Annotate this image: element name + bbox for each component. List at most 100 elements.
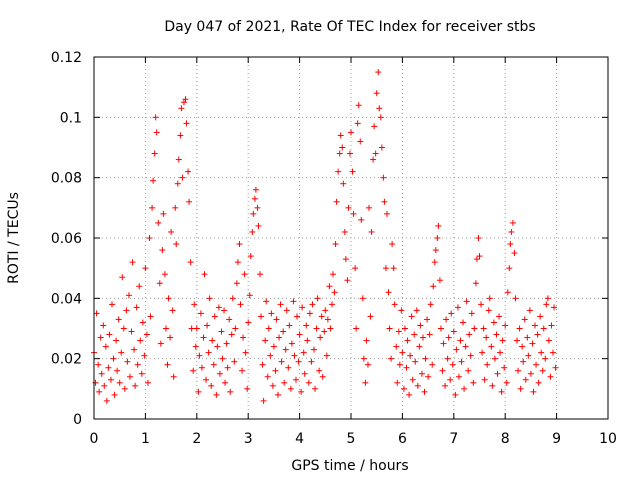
data-point [508,228,515,235]
data-point [105,364,112,371]
data-point [322,307,329,314]
data-point [293,376,300,383]
data-point [454,304,461,311]
data-point [324,316,331,323]
data-point [498,388,505,395]
data-point [371,123,378,130]
data-point [247,253,254,260]
data-point [205,349,212,356]
data-point [141,352,148,359]
data-point [447,376,454,383]
data-point [223,340,230,347]
data-point [509,219,516,226]
data-point [350,210,357,217]
data-point [386,325,393,332]
data-point [435,222,442,229]
data-point [242,349,249,356]
data-point [452,391,459,398]
data-point [373,90,380,97]
data-point [453,346,460,353]
data-point [278,358,285,365]
data-point [106,331,113,338]
data-point [479,349,486,356]
data-point [425,373,432,380]
data-point [476,253,483,260]
data-point [304,337,311,344]
data-point [485,307,492,314]
data-point [501,364,508,371]
data-point [144,379,151,386]
data-point [264,373,271,380]
x-tick-label: 8 [501,431,510,447]
data-point [400,385,407,392]
x-tick-labels: 0 1 2 3 4 5 6 7 8 9 10 [90,431,617,447]
data-point [262,337,269,344]
data-point [159,247,166,254]
data-point [231,358,238,365]
data-point [388,355,395,362]
data-point [298,388,305,395]
data-point [430,283,437,290]
data-point [534,331,541,338]
data-point [273,316,280,323]
data-point [358,216,365,223]
data-point [547,373,554,380]
data-point [193,325,200,332]
data-point [211,313,218,320]
data-point [222,379,229,386]
data-point [93,310,100,317]
y-tick-label: 0.02 [51,352,82,368]
data-point [537,313,544,320]
data-point [340,180,347,187]
data-point [272,367,279,374]
data-point [359,295,366,302]
data-point [186,198,193,205]
data-point [146,235,153,241]
data-point [132,382,139,389]
data-point [240,334,247,341]
data-point [113,337,120,344]
data-point [95,361,102,368]
data-point [514,337,521,344]
data-point [407,352,414,359]
data-point [488,343,495,350]
data-point [442,382,449,389]
data-point [98,370,105,377]
data-point [434,235,441,241]
data-point [276,334,283,341]
data-point [259,361,266,368]
data-point [161,271,168,278]
data-point [318,313,325,320]
data-point [354,120,361,127]
grid-lines [94,57,608,419]
data-point [147,313,154,320]
data-point [139,319,146,326]
data-point [462,343,469,350]
data-point [381,198,388,205]
data-point [455,373,462,380]
data-point [229,295,236,302]
data-point [251,195,258,202]
data-point [457,337,464,344]
data-point [319,373,326,380]
data-point [174,180,181,187]
data-point [216,370,223,377]
data-point [389,241,396,248]
data-point [471,325,478,332]
data-point [344,277,351,284]
data-point [468,310,475,317]
data-point [321,328,328,335]
data-point [244,385,251,392]
data-point [286,322,293,329]
data-point [365,204,372,211]
data-point [153,129,160,136]
y-tick-label: 0.08 [51,171,82,187]
data-point [382,265,389,272]
data-point [449,361,456,368]
data-point [349,168,356,175]
data-point [116,379,123,386]
data-point [411,331,418,338]
data-point [391,301,398,308]
data-point [342,256,349,263]
